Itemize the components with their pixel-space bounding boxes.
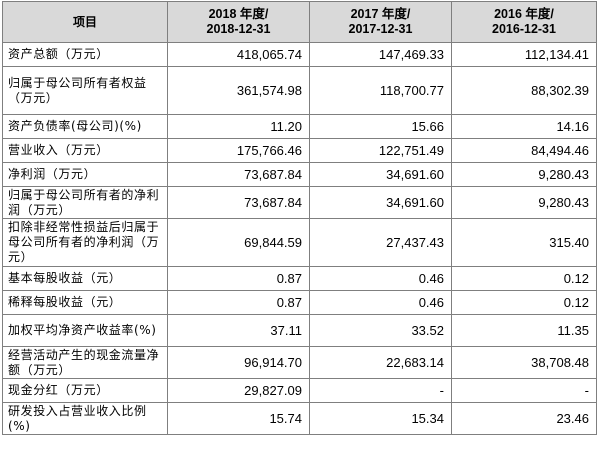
table-row: 研发投入占营业收入比例(%) 15.74 15.34 23.46 bbox=[2, 402, 597, 435]
table-row: 扣除非经常性损益后归属于母公司所有者的净利润（万元） 69,844.59 27,… bbox=[2, 218, 597, 267]
value-2018: 11.20 bbox=[167, 114, 310, 139]
table-row: 基本每股收益（元） 0.87 0.46 0.12 bbox=[2, 266, 597, 291]
value-2016: 88,302.39 bbox=[451, 66, 597, 115]
value-2017: 15.66 bbox=[309, 114, 452, 139]
value-2018: 96,914.70 bbox=[167, 346, 310, 379]
header-2017-date: 2017-12-31 bbox=[348, 22, 413, 36]
value-2018: 73,687.84 bbox=[167, 186, 310, 219]
value-2016: 23.46 bbox=[451, 402, 597, 435]
header-2018-date: 2018-12-31 bbox=[206, 22, 271, 36]
value-2017: 34,691.60 bbox=[309, 162, 452, 187]
table-row: 稀释每股收益（元） 0.87 0.46 0.12 bbox=[2, 290, 597, 315]
value-2017: 22,683.14 bbox=[309, 346, 452, 379]
row-label: 扣除非经常性损益后归属于母公司所有者的净利润（万元） bbox=[2, 218, 168, 267]
value-2018: 73,687.84 bbox=[167, 162, 310, 187]
header-2016: 2016 年度/2016-12-31 bbox=[451, 1, 597, 43]
row-label: 基本每股收益（元） bbox=[2, 266, 168, 291]
header-2017: 2017 年度/2017-12-31 bbox=[309, 1, 452, 43]
value-2018: 175,766.46 bbox=[167, 138, 310, 163]
value-2016: - bbox=[451, 378, 597, 403]
row-label: 现金分红（万元） bbox=[2, 378, 168, 403]
value-2018: 15.74 bbox=[167, 402, 310, 435]
value-2016: 9,280.43 bbox=[451, 162, 597, 187]
row-label: 资产总额（万元） bbox=[2, 42, 168, 67]
value-2017: 27,437.43 bbox=[309, 218, 452, 267]
row-label: 加权平均净资产收益率(%) bbox=[2, 314, 168, 347]
value-2017: 15.34 bbox=[309, 402, 452, 435]
header-2017-period: 2017 年度/ bbox=[350, 7, 411, 21]
value-2016: 38,708.48 bbox=[451, 346, 597, 379]
row-label: 归属于母公司所有者的净利润（万元） bbox=[2, 186, 168, 219]
row-label: 营业收入（万元） bbox=[2, 138, 168, 163]
value-2016: 0.12 bbox=[451, 290, 597, 315]
row-label: 归属于母公司所有者权益（万元） bbox=[2, 66, 168, 115]
header-2016-period: 2016 年度/ bbox=[494, 7, 554, 21]
table-row: 归属于母公司所有者权益（万元） 361,574.98 118,700.77 88… bbox=[2, 66, 597, 115]
financial-summary-table: 项目 2018 年度/2018-12-31 2017 年度/2017-12-31… bbox=[2, 1, 597, 435]
value-2018: 0.87 bbox=[167, 290, 310, 315]
value-2017: - bbox=[309, 378, 452, 403]
value-2018: 29,827.09 bbox=[167, 378, 310, 403]
table-row: 经营活动产生的现金流量净额（万元） 96,914.70 22,683.14 38… bbox=[2, 346, 597, 379]
value-2016: 84,494.46 bbox=[451, 138, 597, 163]
value-2016: 315.40 bbox=[451, 218, 597, 267]
table-row: 资产总额（万元） 418,065.74 147,469.33 112,134.4… bbox=[2, 42, 597, 67]
row-label: 稀释每股收益（元） bbox=[2, 290, 168, 315]
header-item: 项目 bbox=[2, 1, 168, 43]
value-2016: 9,280.43 bbox=[451, 186, 597, 219]
value-2017: 147,469.33 bbox=[309, 42, 452, 67]
header-2018: 2018 年度/2018-12-31 bbox=[167, 1, 310, 43]
value-2017: 0.46 bbox=[309, 266, 452, 291]
table-row: 净利润（万元） 73,687.84 34,691.60 9,280.43 bbox=[2, 162, 597, 187]
value-2018: 69,844.59 bbox=[167, 218, 310, 267]
header-row: 项目 2018 年度/2018-12-31 2017 年度/2017-12-31… bbox=[2, 1, 597, 43]
value-2016: 14.16 bbox=[451, 114, 597, 139]
value-2016: 11.35 bbox=[451, 314, 597, 347]
header-2018-period: 2018 年度/ bbox=[208, 7, 269, 21]
value-2016: 0.12 bbox=[451, 266, 597, 291]
value-2017: 122,751.49 bbox=[309, 138, 452, 163]
table-row: 现金分红（万元） 29,827.09 - - bbox=[2, 378, 597, 403]
table-row: 资产负债率(母公司)(%) 11.20 15.66 14.16 bbox=[2, 114, 597, 139]
row-label: 资产负债率(母公司)(%) bbox=[2, 114, 168, 139]
row-label: 研发投入占营业收入比例(%) bbox=[2, 402, 168, 435]
value-2017: 33.52 bbox=[309, 314, 452, 347]
value-2018: 0.87 bbox=[167, 266, 310, 291]
value-2017: 34,691.60 bbox=[309, 186, 452, 219]
row-label: 净利润（万元） bbox=[2, 162, 168, 187]
value-2017: 118,700.77 bbox=[309, 66, 452, 115]
table-row: 加权平均净资产收益率(%) 37.11 33.52 11.35 bbox=[2, 314, 597, 347]
value-2018: 37.11 bbox=[167, 314, 310, 347]
value-2018: 418,065.74 bbox=[167, 42, 310, 67]
value-2016: 112,134.41 bbox=[451, 42, 597, 67]
value-2018: 361,574.98 bbox=[167, 66, 310, 115]
table-row: 营业收入（万元） 175,766.46 122,751.49 84,494.46 bbox=[2, 138, 597, 163]
row-label: 经营活动产生的现金流量净额（万元） bbox=[2, 346, 168, 379]
value-2017: 0.46 bbox=[309, 290, 452, 315]
table-row: 归属于母公司所有者的净利润（万元） 73,687.84 34,691.60 9,… bbox=[2, 186, 597, 219]
header-2016-date: 2016-12-31 bbox=[492, 22, 556, 36]
